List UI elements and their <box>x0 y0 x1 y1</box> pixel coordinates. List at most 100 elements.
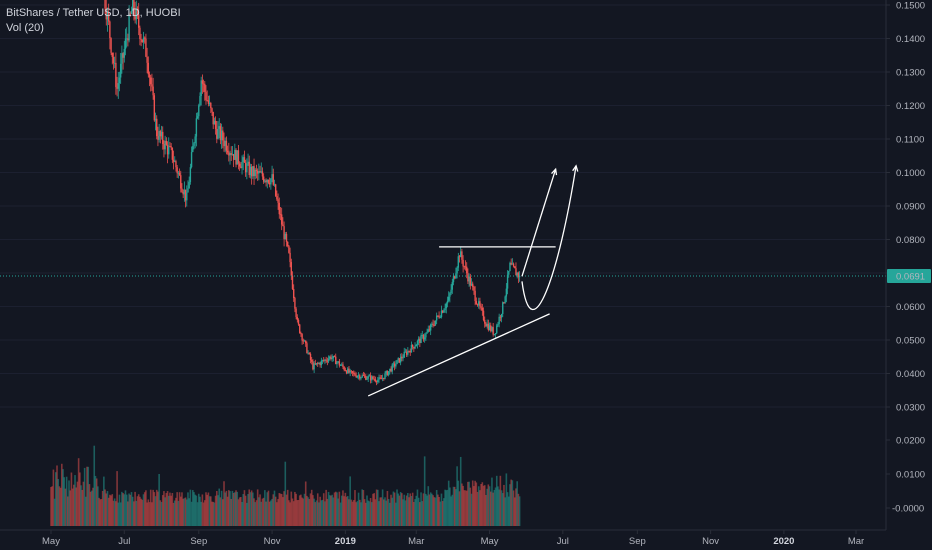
candle-body <box>485 323 487 327</box>
candle-body <box>515 268 517 276</box>
candle-body <box>295 308 297 317</box>
volume-bar <box>266 492 269 526</box>
volume-bar <box>113 498 116 526</box>
volume-bar <box>237 499 240 526</box>
volume-bar <box>223 481 225 526</box>
volume-bar <box>495 475 498 526</box>
candle-body <box>270 178 272 185</box>
volume-bar <box>228 490 230 526</box>
candle-body <box>449 293 451 297</box>
volume-bar <box>189 489 192 526</box>
volume-bar <box>91 490 93 526</box>
volume-bar <box>345 496 348 526</box>
candle-body <box>238 163 241 167</box>
volume-bar <box>278 493 281 526</box>
candle-body <box>169 146 171 148</box>
last-price-badge-bg <box>887 269 931 284</box>
candle-body <box>443 310 445 313</box>
symbol-title[interactable]: BitShares / Tether USD, 1D, HUOBI <box>6 7 181 19</box>
volume-bar <box>182 498 184 526</box>
candle-body <box>486 323 488 327</box>
volume-bar <box>188 498 190 526</box>
candle-body <box>285 233 288 242</box>
volume-bar <box>238 497 241 526</box>
candle-body <box>452 276 455 283</box>
candle-body <box>210 102 212 109</box>
volume-bar <box>271 498 273 526</box>
volume-bar <box>69 490 72 526</box>
volume-bar <box>352 500 355 526</box>
volume-bar <box>456 466 458 526</box>
price-tick-label: 0.0800 <box>896 235 925 246</box>
volume-axis[interactable]: 0.0200 0.0100 -0.0000 <box>886 436 925 515</box>
candle-body <box>462 259 464 267</box>
candle-body <box>383 377 385 379</box>
volume-bar <box>171 493 174 526</box>
volume-bar <box>107 497 110 526</box>
candle-body <box>318 362 320 364</box>
candle-body <box>480 306 482 308</box>
volume-indicator-label[interactable]: Vol (20) <box>6 22 44 34</box>
candle-body <box>276 195 278 200</box>
volume-bar <box>255 500 258 526</box>
time-axis[interactable]: May Jul Sep Nov 2019 Mar May Jul Sep Nov 2020 Mar <box>42 530 864 547</box>
volume-bar <box>517 493 520 526</box>
volume-bar <box>489 491 492 526</box>
curve-arrow-head <box>572 164 579 172</box>
volume-bar <box>63 477 66 526</box>
volume-bar <box>477 486 480 526</box>
volume-bar <box>443 498 445 526</box>
candle-body <box>351 371 354 373</box>
volume-bar <box>155 489 158 526</box>
candle-body <box>180 175 182 189</box>
volume-bar <box>385 500 388 526</box>
volume-bar <box>463 490 466 526</box>
price-axis[interactable]: 0.1500 0.1400 0.1300 0.1200 0.1100 0.1000 0.09… <box>886 1 925 414</box>
volume-bar <box>129 494 132 526</box>
candle-body <box>255 169 258 172</box>
volume-bar <box>194 494 196 526</box>
candle-body <box>127 38 129 41</box>
volume-bar <box>339 502 342 526</box>
candle-body <box>419 338 421 343</box>
volume-bar <box>391 497 394 526</box>
volume-bar <box>451 494 454 526</box>
volume-bar <box>272 494 275 526</box>
volume-bar <box>494 487 497 526</box>
volume-bar <box>322 493 325 526</box>
volume-bar <box>355 502 357 526</box>
volume-bar <box>77 458 80 526</box>
price-tick-label: 0.1400 <box>896 34 925 45</box>
volume-bar <box>471 480 474 526</box>
candle-body <box>306 343 308 354</box>
volume-bar <box>166 491 169 526</box>
volume-bar <box>83 467 86 526</box>
volume-bar <box>249 492 252 526</box>
volume-bar <box>137 494 140 526</box>
volume-bar <box>133 501 135 526</box>
volume-bar <box>152 489 154 526</box>
candle-body <box>499 316 502 318</box>
candle-body <box>156 118 158 137</box>
volume-bar <box>511 480 514 526</box>
candle-body <box>423 337 426 340</box>
volume-bar <box>377 489 379 526</box>
candle-body <box>146 56 148 63</box>
candle-body <box>219 126 222 141</box>
candle-body <box>312 361 314 370</box>
volume-bar <box>125 494 128 526</box>
candle-body <box>447 296 450 301</box>
volume-bar <box>264 490 266 526</box>
candle-body <box>205 91 207 100</box>
candle-body <box>224 140 226 147</box>
volume-bar <box>459 456 462 526</box>
volume-bar <box>475 482 478 526</box>
candle-body <box>401 356 403 359</box>
volume-bar <box>346 496 349 526</box>
volume-bar <box>290 491 293 526</box>
candle-body <box>510 262 512 265</box>
candle-body <box>189 167 192 183</box>
volume-bar <box>401 493 403 526</box>
volume-bar <box>154 496 157 526</box>
